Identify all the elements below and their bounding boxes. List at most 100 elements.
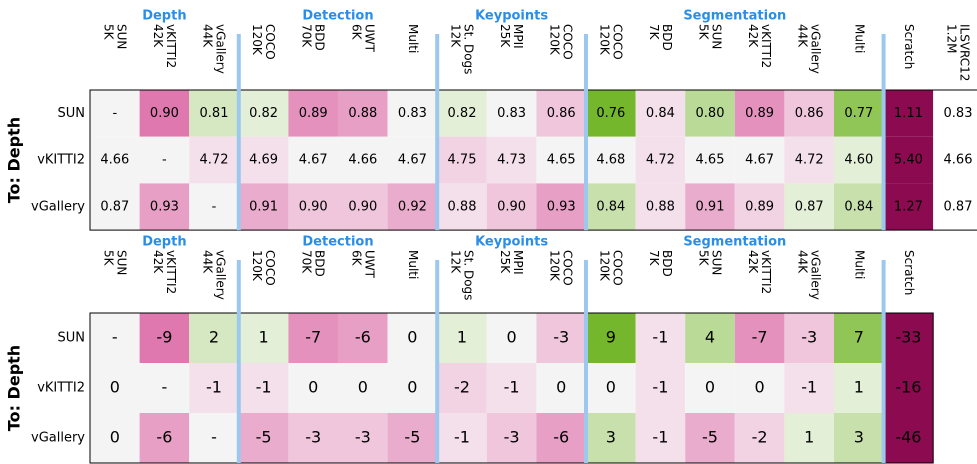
row-label: vKITTI2 [37,153,85,168]
cell-value: 4.65 [547,153,576,168]
cell-value: 4.67 [745,153,774,168]
cell-value: 3 [854,428,864,447]
column-label: COCO [610,24,624,60]
column-label: 6K [349,24,363,41]
heat-cell [635,90,686,137]
cell-value: 0.82 [249,106,278,121]
cell-value: 4.68 [596,153,625,168]
heat-cell [685,183,735,231]
column-label: SUN [710,24,724,49]
cell-value: 4.67 [398,153,427,168]
heat-cell [883,313,934,363]
heat-cell [90,413,140,463]
group-label: Depth [142,235,186,250]
cell-value: 0 [308,378,318,397]
cell-value: 0.84 [844,199,873,214]
cell-value: -46 [895,428,921,447]
group-separator [236,260,241,463]
column-label: 5K [697,250,711,267]
column-label: COCO [610,250,624,286]
column-label: 25K [498,24,512,48]
column-label: BDD [660,250,674,277]
heat-cell [536,313,586,363]
heat-cell [437,413,487,463]
heat-cell [437,90,487,137]
cell-value: - [212,199,217,214]
column-label: Multi [406,250,420,279]
cell-value: -2 [752,428,768,447]
column-label: BDD [313,24,327,51]
heat-cell [834,183,884,231]
cell-value: 0.87 [795,199,824,214]
cell-value: 1 [259,328,269,347]
column-label: COCO [263,24,277,60]
cell-value: 0.90 [497,199,526,214]
table-border [89,89,977,231]
cell-value: 0.89 [745,199,774,214]
cell-value: 2 [209,328,219,347]
heat-cell [90,363,140,413]
group-label: Segmentation [683,235,786,250]
row-title: To: Depth [5,117,24,203]
heat-cell [338,90,388,137]
cell-value: -5 [404,428,420,447]
cell-value: 0.84 [596,199,625,214]
column-label: 120K [597,250,611,282]
heat-cell [139,313,190,363]
heat-cell [139,183,190,231]
cell-value: 0.88 [646,199,675,214]
heat-cell [685,313,735,363]
cell-value: -3 [504,428,520,447]
column-label: 5K [101,250,115,267]
heat-cell [536,136,586,184]
cell-value: 0.90 [348,199,377,214]
column-label: 70K [300,24,314,48]
heat-cell [883,183,934,231]
column-label: Multi [852,24,866,53]
cell-value: 0 [705,378,715,397]
cell-value: -7 [305,328,321,347]
group-label: Keypoints [475,9,548,24]
cell-value: 1 [457,328,467,347]
heat-cell [338,363,388,413]
cell-value: 1.11 [894,106,923,121]
row-label: SUN [58,106,86,121]
heat-cell [933,183,977,231]
heat-cell [486,313,537,363]
heat-cell [586,90,636,137]
heat-cell [586,136,636,184]
heat-cell [784,183,834,231]
cell-value: 0 [407,328,417,347]
column-label: 5K [101,24,115,41]
heat-cell [338,183,388,231]
column-label: vGallery [809,250,823,300]
heat-cell [288,136,338,184]
cell-value: -3 [553,328,569,347]
heat-cell [486,183,537,231]
heat-cell [387,183,438,231]
heat-cell [288,363,338,413]
row-label: vGallery [31,431,85,446]
group-separator [584,260,588,463]
cell-value: 0.76 [596,106,625,121]
heat-cell [288,90,338,137]
group-separator [881,260,886,463]
cell-value: -6 [156,428,172,447]
column-label: 1.2M [945,24,959,53]
heat-cell [238,413,289,463]
cell-value: - [162,378,168,397]
cell-value: - [112,106,117,121]
cell-value: 0 [755,378,765,397]
cell-value: 4.66 [100,153,129,168]
column-label: BDD [313,250,327,277]
cell-value: 4.60 [844,153,873,168]
heat-cell [288,183,338,231]
column-label: vGallery [214,24,228,74]
heat-cell [635,183,686,231]
heat-cell [189,136,239,184]
heat-cell [834,363,884,413]
heat-cell [437,136,487,184]
group-separator [236,34,241,231]
cell-value: -16 [895,378,921,397]
cell-value: 0.81 [200,106,229,121]
